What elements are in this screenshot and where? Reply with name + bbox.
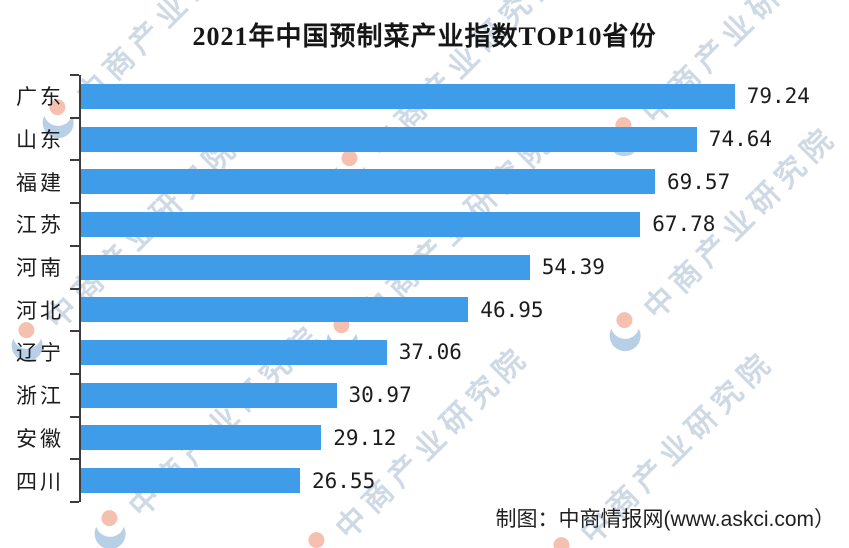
category-label-shandong: 山东 [16, 129, 64, 153]
category-label-fujian: 福建 [16, 171, 64, 195]
category-label-jiangsu: 江苏 [16, 214, 64, 238]
category-label-anhui: 安徽 [16, 427, 64, 451]
category-label-guangdong: 广东 [16, 86, 64, 110]
value-label-zhejiang: 30.97 [348, 383, 412, 408]
category-label-sichuan: 四川 [16, 470, 64, 494]
bar-row-shandong: 山东 74.64 [0, 118, 849, 161]
bar-rows: 广东 79.24 山东 74.64 福建 69.57 江苏 67 [0, 75, 849, 502]
bar-hebei [81, 297, 469, 323]
y-axis-tick [70, 330, 79, 333]
bar-zhejiang [81, 382, 337, 408]
y-axis-tick [70, 501, 79, 503]
y-axis-tick [70, 458, 79, 461]
y-axis-line [79, 75, 81, 502]
bar-anhui [81, 425, 322, 451]
bar-row-hebei: 河北 46.95 [0, 288, 849, 331]
category-label-zhejiang: 浙江 [16, 385, 64, 409]
bar-row-sichuan: 四川 26.55 [0, 459, 849, 502]
bar-row-guangdong: 广东 79.24 [0, 75, 849, 118]
y-axis-tick [70, 202, 79, 205]
bar-row-zhejiang: 浙江 30.97 [0, 374, 849, 417]
value-label-shandong: 74.64 [708, 127, 773, 152]
category-label-liaoning: 辽宁 [16, 342, 64, 366]
plot-area: 广东 79.24 山东 74.64 福建 69.57 江苏 67 [0, 74, 849, 503]
y-axis-tick [70, 372, 79, 375]
chart-title: 2021年中国预制菜产业指数TOP10省份 [192, 22, 657, 51]
value-label-henan: 54.39 [541, 255, 605, 280]
bar-jiangsu [81, 211, 641, 237]
bar-henan [81, 254, 530, 280]
bar-row-liaoning: 辽宁 37.06 [0, 331, 849, 374]
bar-liaoning [81, 339, 387, 365]
bar-row-jiangsu: 江苏 67.78 [0, 203, 849, 246]
bar-row-henan: 河南 54.39 [0, 246, 849, 289]
value-label-liaoning: 37.06 [398, 340, 462, 365]
bar-sichuan [81, 468, 300, 494]
bar-guangdong [81, 83, 735, 109]
value-label-jiangsu: 67.78 [652, 212, 716, 237]
y-axis-tick [70, 244, 79, 247]
y-axis-tick [70, 159, 79, 162]
category-label-henan: 河南 [16, 257, 64, 281]
bar-fujian [81, 169, 655, 195]
category-label-hebei: 河北 [16, 299, 64, 323]
y-axis-tick [70, 287, 79, 290]
bar-row-fujian: 福建 69.57 [0, 160, 849, 203]
value-label-anhui: 29.12 [333, 425, 397, 450]
y-axis-tick [70, 415, 79, 418]
value-label-fujian: 69.57 [667, 169, 731, 194]
value-label-guangdong: 79.24 [746, 84, 810, 109]
value-label-hebei: 46.95 [480, 297, 544, 322]
y-axis-tick [70, 74, 79, 76]
source-caption: 制图：中商情报网(www.askci.com） [495, 508, 835, 531]
bar-shandong [81, 126, 697, 152]
value-label-sichuan: 26.55 [312, 468, 376, 493]
bar-row-anhui: 安徽 29.12 [0, 417, 849, 460]
